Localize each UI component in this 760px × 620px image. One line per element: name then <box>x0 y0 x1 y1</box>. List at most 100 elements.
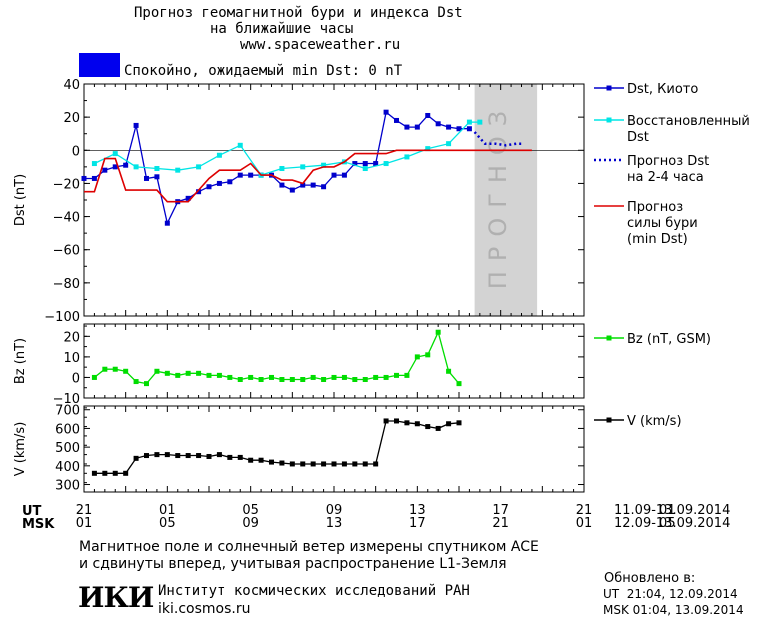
data-point <box>154 166 160 172</box>
y-axis-label: Dst (nT) <box>13 174 28 226</box>
data-point <box>164 220 170 226</box>
iki-logo: ИКИ <box>78 581 154 614</box>
x-tick-label-msk: 01 <box>76 516 93 531</box>
data-point <box>446 124 452 130</box>
y-tick-label: −100 <box>44 310 80 325</box>
data-point <box>102 366 108 372</box>
legend-label: Bz (nT, GSM) <box>627 332 711 347</box>
data-point <box>248 457 254 463</box>
data-point <box>414 421 420 427</box>
series-line <box>94 121 480 176</box>
updated-label: Обновлено в: <box>604 571 696 586</box>
data-point <box>310 182 316 188</box>
y-tick-label: 40 <box>63 78 80 93</box>
data-point <box>300 182 306 188</box>
x-tick-label-ut: 13 <box>409 503 426 518</box>
data-point <box>362 461 368 467</box>
data-point <box>289 377 295 382</box>
y-axis-label: V (km/s) <box>13 422 28 477</box>
legend-marker <box>606 335 612 341</box>
data-point <box>175 453 181 459</box>
data-point <box>164 452 170 458</box>
data-point <box>352 161 358 167</box>
data-point <box>362 161 368 167</box>
data-point <box>248 172 254 178</box>
legend-entry: Bz (nT, GSM) <box>594 332 711 347</box>
legend-label: V (km/s) <box>627 414 682 429</box>
data-point <box>383 109 389 115</box>
data-point <box>102 470 108 476</box>
data-point <box>300 461 306 467</box>
data-point <box>394 372 399 378</box>
data-point <box>237 142 243 148</box>
data-point <box>185 453 191 459</box>
data-point <box>466 119 472 125</box>
series-line <box>473 131 522 147</box>
y-tick-label: −10 <box>53 392 80 407</box>
x-tick-label-ut: 09 <box>326 503 343 518</box>
data-point <box>321 184 327 190</box>
data-point <box>310 374 316 380</box>
data-point <box>154 452 160 458</box>
legend-entry: Dst, Киото <box>594 82 698 97</box>
measurement-note-line1: Магнитное поле и солнечный ветер измерен… <box>79 539 539 555</box>
site-url[interactable]: www.spaceweather.ru <box>240 37 401 53</box>
legend-label: силы бури <box>627 216 698 231</box>
data-point <box>341 461 347 467</box>
data-point <box>196 164 202 170</box>
data-point <box>373 374 379 380</box>
data-point <box>331 461 337 467</box>
data-point <box>216 452 222 458</box>
data-point <box>133 122 139 128</box>
data-point <box>164 370 170 376</box>
panel-frame <box>83 405 585 493</box>
panel-bz: 20 10 0 −10 Bz (nT) <box>13 323 585 407</box>
data-point <box>144 381 149 387</box>
data-point <box>321 461 327 467</box>
institute-site[interactable]: iki.cosmos.ru <box>158 601 251 617</box>
data-point <box>373 461 379 467</box>
chart-title-line1: Прогноз геомагнитной бури и индекса Dst <box>134 5 463 21</box>
x-tick-label-ut: 21 <box>576 503 593 518</box>
legend-label: на 2-4 часа <box>627 170 704 185</box>
data-point <box>91 374 97 380</box>
series-line <box>94 420 460 474</box>
data-point <box>394 418 399 424</box>
data-point <box>269 374 274 380</box>
data-point <box>279 377 285 382</box>
data-point <box>300 377 306 382</box>
data-point <box>154 368 160 374</box>
data-point <box>425 146 431 152</box>
ut-date-range: 11.09-13.09.2014 <box>614 503 731 518</box>
y-tick-label: 0 <box>72 371 80 386</box>
data-point <box>352 461 358 467</box>
data-point <box>133 164 139 170</box>
data-point <box>352 377 358 382</box>
y-tick-label: −80 <box>53 277 80 292</box>
data-point <box>394 117 399 123</box>
data-point <box>216 152 222 158</box>
data-point <box>425 424 431 430</box>
data-point <box>435 329 441 335</box>
legend-entry: V (km/s) <box>594 414 682 429</box>
y-tick-label: 20 <box>63 111 80 126</box>
data-point <box>91 175 97 181</box>
data-point <box>446 368 452 374</box>
data-point <box>227 179 233 185</box>
data-point <box>289 461 295 467</box>
ut-label: UT <box>22 504 42 519</box>
legend-label: Прогноз Dst <box>627 154 709 169</box>
legend-label: Восстановленный <box>627 114 750 129</box>
y-tick-label: 400 <box>55 460 80 475</box>
data-point <box>404 154 410 160</box>
data-point <box>123 162 129 168</box>
data-point <box>91 470 97 476</box>
data-point <box>196 189 202 195</box>
data-point <box>383 418 389 424</box>
x-tick-label-msk: 05 <box>159 516 176 531</box>
y-tick-label: 0 <box>72 144 80 159</box>
legend-label: (min Dst) <box>627 232 688 247</box>
data-point <box>331 172 337 178</box>
series-line <box>84 149 532 203</box>
data-point <box>362 166 368 172</box>
